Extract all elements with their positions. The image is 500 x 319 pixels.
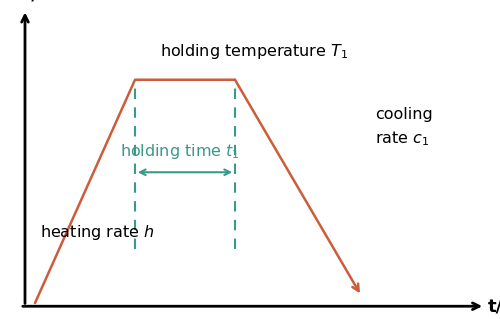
Text: cooling
rate $c_1$: cooling rate $c_1$ [375, 107, 433, 148]
Text: holding time $t_1$: holding time $t_1$ [120, 142, 240, 161]
Text: holding temperature $T_1$: holding temperature $T_1$ [160, 41, 348, 61]
Text: T/°C: T/°C [20, 0, 61, 5]
Text: heating rate $h$: heating rate $h$ [40, 223, 154, 242]
Text: t/s: t/s [488, 297, 500, 315]
